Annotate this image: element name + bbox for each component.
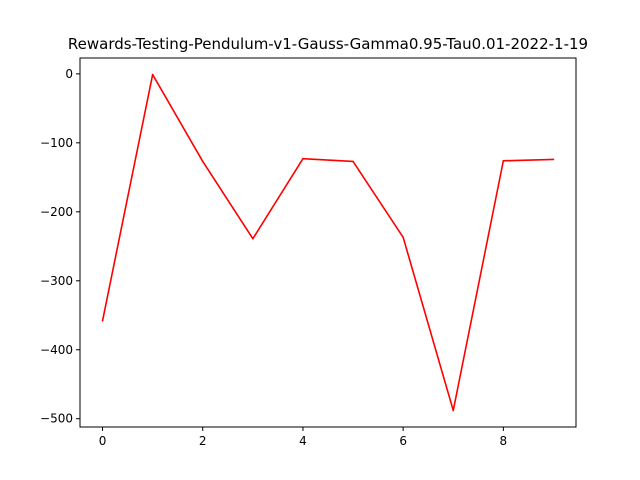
data-point [101, 319, 104, 322]
data-point [552, 158, 555, 161]
y-tick-label: 0 [65, 67, 73, 81]
data-point [201, 160, 204, 163]
y-axis: 0 −100 −200 −300 −400 −500 [40, 67, 80, 426]
x-tick-label: 6 [399, 434, 407, 448]
plot-area-frame [79, 57, 577, 428]
data-point [151, 73, 154, 76]
y-tick-label: −100 [40, 136, 73, 150]
data-point [252, 237, 254, 240]
data-point [302, 157, 304, 160]
data-point [402, 236, 404, 239]
series-layer [101, 73, 555, 412]
series-line [101, 73, 554, 412]
y-tick-label: −200 [40, 205, 73, 219]
y-tick-label: −500 [40, 412, 73, 426]
x-tick-label: 4 [299, 434, 307, 448]
data-point [352, 160, 354, 163]
x-axis: 0 2 4 6 8 [99, 427, 507, 448]
y-tick-label: −300 [40, 274, 73, 288]
data-point [452, 409, 455, 412]
x-tick-label: 2 [199, 434, 207, 448]
y-tick-label: −400 [40, 343, 73, 357]
data-point [502, 159, 505, 162]
x-tick-label: 0 [99, 434, 107, 448]
x-tick-label: 8 [500, 434, 508, 448]
chart-title: Rewards-Testing-Pendulum-v1-Gauss-Gamma0… [68, 35, 588, 53]
